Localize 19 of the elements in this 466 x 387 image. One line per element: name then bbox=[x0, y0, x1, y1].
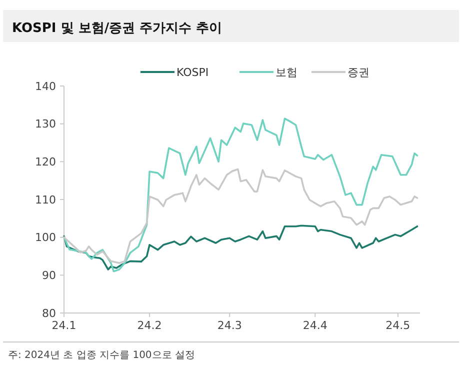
y-tick-label: 80 bbox=[42, 306, 56, 320]
line-series bbox=[63, 118, 418, 272]
line-series bbox=[63, 224, 418, 270]
y-tick-label: 140 bbox=[35, 80, 56, 93]
y-tick-label: 110 bbox=[35, 193, 56, 206]
x-tick-label: 24.5 bbox=[386, 319, 410, 332]
x-tick-label: 24.2 bbox=[137, 319, 162, 332]
legend-label: 증권 bbox=[348, 66, 370, 79]
x-tick-label: 24.1 bbox=[52, 319, 76, 332]
x-tick-label: 24.4 bbox=[302, 319, 328, 332]
y-tick-label: 100 bbox=[35, 231, 56, 244]
legend-label: KOSPI bbox=[176, 66, 209, 79]
y-tick-label: 130 bbox=[35, 118, 56, 131]
y-tick-label: 90 bbox=[42, 269, 56, 282]
legend-label: 보험 bbox=[276, 66, 298, 79]
chart-title: KOSPI 및 보험/증권 주가지수 추이 bbox=[12, 21, 222, 36]
text: 주: 2024년 초 업종 지수를 100으로 설정 bbox=[8, 350, 195, 361]
y-tick-label: 120 bbox=[35, 156, 56, 169]
x-tick-label: 24.3 bbox=[217, 319, 242, 332]
